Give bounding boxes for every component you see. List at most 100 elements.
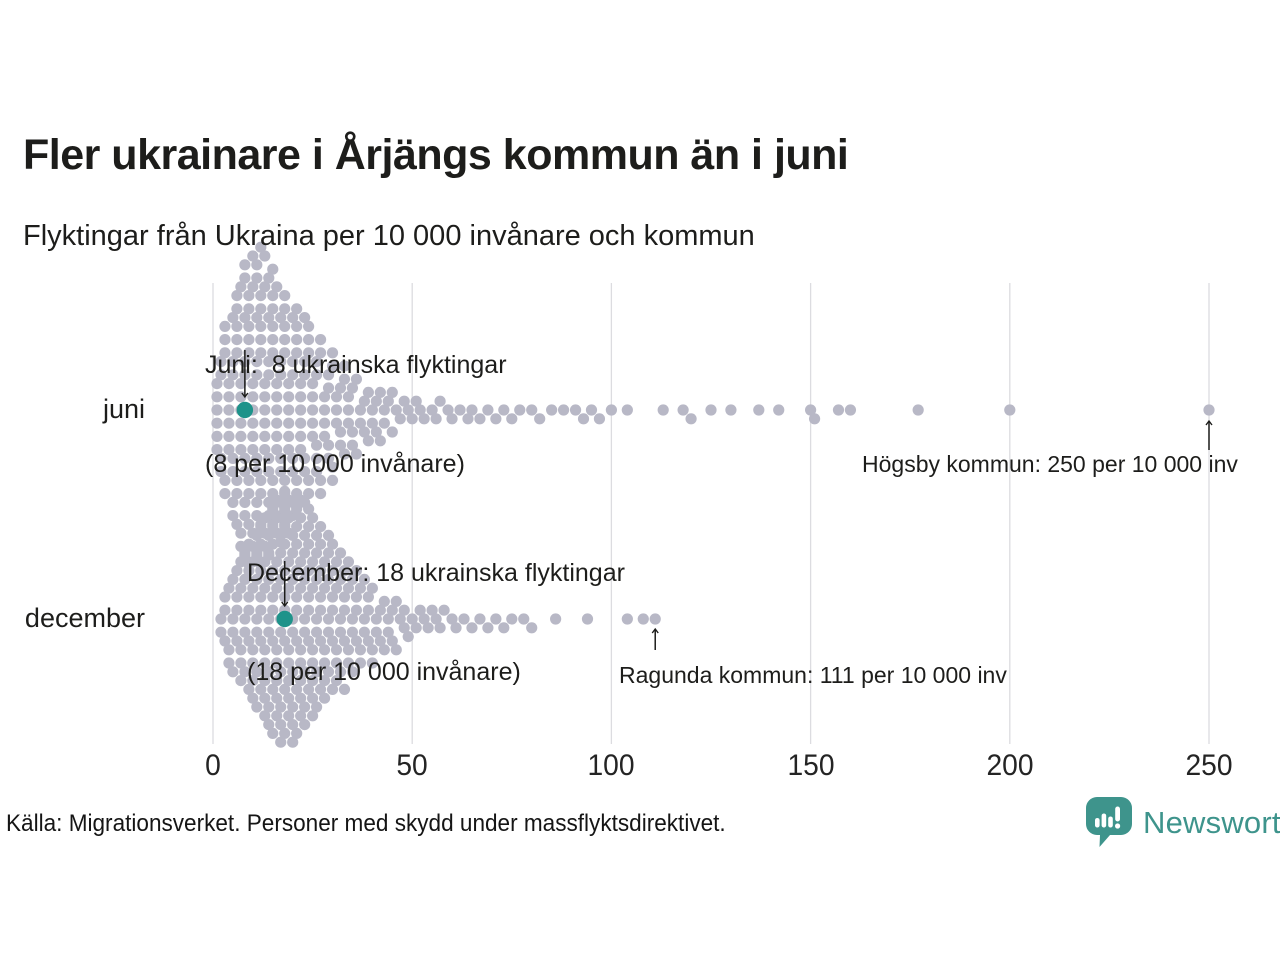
beeswarm-dot xyxy=(398,604,410,616)
beeswarm-dot xyxy=(326,538,339,550)
beeswarm-dot xyxy=(259,657,271,669)
beeswarm-dot xyxy=(307,417,319,429)
beeswarm-dot xyxy=(251,529,263,542)
beeswarm-dot xyxy=(569,404,582,416)
beeswarm-dot xyxy=(366,404,378,416)
beeswarm-dot xyxy=(310,613,323,625)
beeswarm-dot xyxy=(287,666,299,678)
beeswarm-dot xyxy=(307,675,319,687)
beeswarm-dot xyxy=(215,626,227,638)
beeswarm-dot xyxy=(259,281,271,293)
beeswarm-dot xyxy=(314,474,327,486)
beeswarm-dot xyxy=(243,518,255,531)
beeswarm-dot xyxy=(426,404,438,416)
beeswarm-dot xyxy=(255,290,267,302)
beeswarm-dot xyxy=(211,430,223,442)
beeswarm-dot xyxy=(283,582,295,594)
beeswarm-dot xyxy=(279,538,291,550)
beeswarm-dot xyxy=(406,613,418,625)
beeswarm-dot xyxy=(534,413,546,425)
beeswarm-dot xyxy=(346,439,359,451)
beeswarm-dot xyxy=(310,439,323,451)
beeswarm-dot xyxy=(283,404,295,416)
beeswarm-dot xyxy=(466,404,478,416)
beeswarm-dot xyxy=(314,521,327,533)
beeswarm-dot xyxy=(227,452,239,464)
beeswarm-dot xyxy=(303,503,315,515)
beeswarm-dot xyxy=(326,360,339,372)
beeswarm-dot xyxy=(267,521,279,533)
beeswarm-dot xyxy=(299,701,311,713)
beeswarm-dot xyxy=(287,547,299,559)
beeswarm-dot xyxy=(287,626,299,638)
beeswarm-dot xyxy=(231,347,243,359)
beeswarm-dot xyxy=(342,582,355,594)
beeswarm-dot xyxy=(255,334,267,346)
beeswarm-dot xyxy=(279,683,291,696)
beeswarm-dot xyxy=(310,547,323,559)
beeswarm-dot xyxy=(271,404,283,416)
beeswarm-dot xyxy=(259,404,271,416)
beeswarm-dot xyxy=(378,404,390,416)
beeswarm-dot xyxy=(299,626,311,638)
beeswarm-dot xyxy=(291,604,303,616)
beeswarm-dot xyxy=(251,452,263,464)
beeswarm-dot xyxy=(243,347,255,359)
beeswarm-dot xyxy=(322,626,335,638)
beeswarm-dot xyxy=(283,657,295,669)
beeswarm-dot xyxy=(255,474,267,486)
beeswarm-dot xyxy=(295,494,307,506)
beeswarm-dot xyxy=(255,241,267,253)
beeswarm-dot xyxy=(235,556,247,568)
beeswarm-dot xyxy=(291,334,303,346)
beeswarm-dot xyxy=(259,444,271,456)
beeswarm-dot xyxy=(370,426,382,438)
beeswarm-dot xyxy=(314,565,327,577)
beeswarm-dot xyxy=(307,430,319,442)
beeswarm-dot xyxy=(450,622,462,634)
beeswarm-dot xyxy=(299,573,311,586)
beeswarm-dot xyxy=(279,635,291,647)
beeswarm-dot xyxy=(247,430,259,442)
beeswarm-dot xyxy=(307,391,319,403)
beeswarm-dot xyxy=(378,595,390,608)
beeswarm-dot xyxy=(358,426,370,438)
beeswarm-dot xyxy=(354,657,367,669)
beeswarm-dot xyxy=(259,378,271,390)
beeswarm-dot xyxy=(271,391,283,403)
beeswarm-dot xyxy=(295,417,307,429)
beeswarm-dot xyxy=(844,404,857,416)
beeswarm-dot xyxy=(326,474,339,486)
beeswarm-dot xyxy=(259,556,271,568)
beeswarm-dot xyxy=(366,582,378,594)
beeswarm-dot xyxy=(239,496,251,508)
beeswarm-dot xyxy=(287,573,299,586)
beeswarm-dot xyxy=(402,404,414,416)
beeswarm-dot xyxy=(482,622,494,634)
beeswarm-dot xyxy=(279,474,291,486)
beeswarm-dot xyxy=(255,488,267,500)
beeswarm-dot xyxy=(275,312,287,324)
beeswarm-dot xyxy=(338,635,351,647)
beeswarm-dot xyxy=(247,644,259,656)
beeswarm-dot xyxy=(291,503,303,515)
beeswarm-dot xyxy=(318,391,331,403)
beeswarm-dot xyxy=(267,635,279,647)
beeswarm-dot xyxy=(215,356,227,368)
beeswarm-dot xyxy=(414,604,426,616)
beeswarm-dot xyxy=(275,452,287,464)
beeswarm-dot xyxy=(621,613,633,625)
beeswarm-dot xyxy=(247,417,259,429)
beeswarm-dot xyxy=(227,509,239,522)
beeswarm-dot xyxy=(350,565,363,577)
beeswarm-dot xyxy=(263,666,275,678)
beeswarm-dot xyxy=(247,378,259,390)
beeswarm-dot xyxy=(358,573,370,586)
beeswarm-dot xyxy=(338,591,351,603)
beeswarm-dot xyxy=(255,521,267,533)
beeswarm-dot xyxy=(326,461,339,473)
beeswarm-dot xyxy=(247,675,259,687)
beeswarm-dot xyxy=(247,391,259,403)
beeswarm-dot xyxy=(291,565,303,577)
beeswarm-dot xyxy=(259,391,271,403)
